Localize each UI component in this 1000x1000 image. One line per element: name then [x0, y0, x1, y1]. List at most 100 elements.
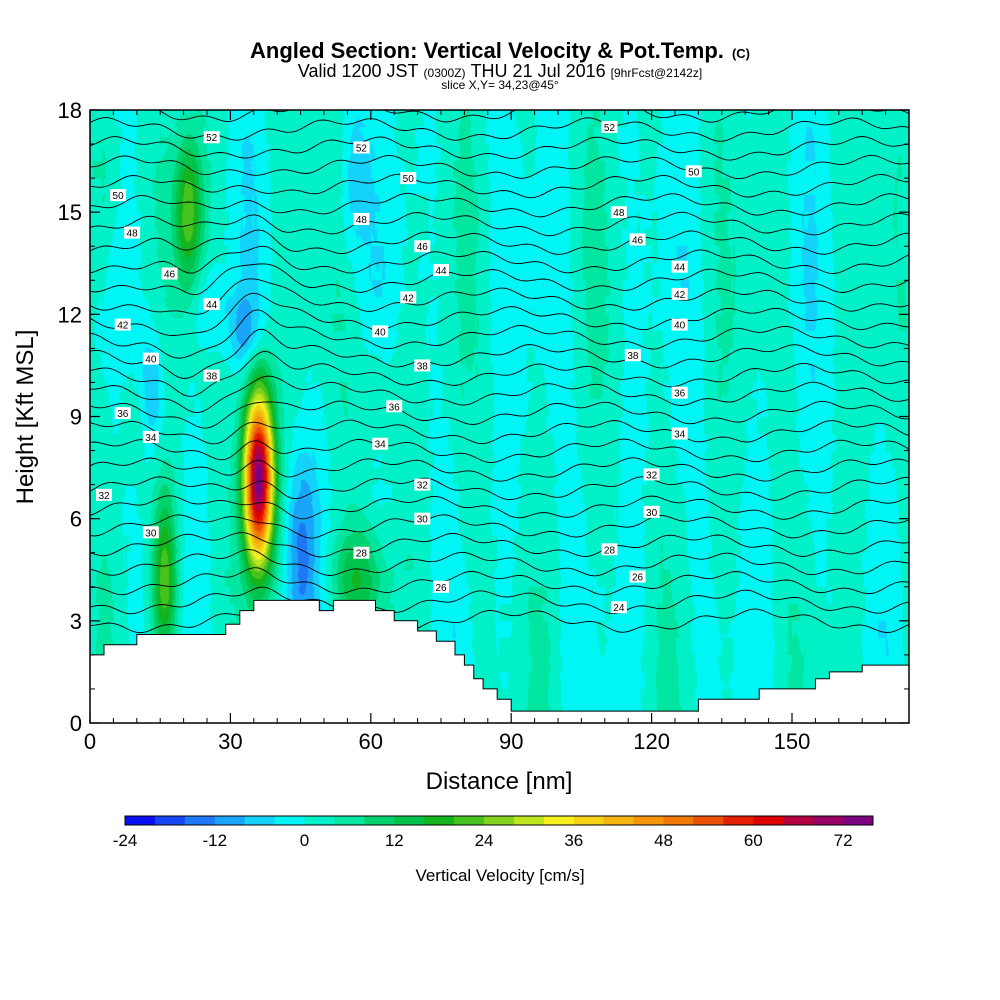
- colorbar-swatch: [424, 816, 455, 825]
- isentrope-label-box: [601, 543, 618, 556]
- isentrope-label-box: [400, 172, 417, 185]
- isentrope-line: [90, 173, 909, 199]
- isentrope-labels: 52 52 52 50 50 50 48 48 48 46 46 46 44 44 44 42 42 42 40 40…: [96, 121, 702, 614]
- isentrope-label: 44: [433, 264, 449, 277]
- isentrope-label: 52: [203, 131, 220, 144]
- isentrope-line: [90, 438, 909, 464]
- colorbar-swatch: [513, 816, 545, 825]
- isentrope-label-box: [629, 233, 646, 246]
- colorbar-swatch: [154, 816, 186, 825]
- colorbar-tick-label: 24: [475, 831, 494, 850]
- colorbar-tick-label: -24: [113, 831, 138, 850]
- isentrope-label: 40: [142, 352, 159, 366]
- isentrope-line: [90, 514, 909, 539]
- isentrope-label-box: [203, 298, 220, 311]
- isentrope-label: 52: [353, 141, 370, 154]
- isentrope-label-box: [400, 291, 417, 304]
- isentrope-label-box: [110, 189, 127, 202]
- isentrope-label-box: [601, 121, 618, 134]
- isentrope-label-text: 48: [613, 208, 625, 219]
- y-tick-label: 9: [70, 405, 82, 430]
- colorbar-swatch: [813, 816, 844, 825]
- isentrope-label-text: 36: [674, 389, 686, 400]
- isentrope-label-text: 46: [417, 242, 429, 253]
- colorbar-tick-label: 60: [744, 831, 763, 850]
- isentrope-label-text: 46: [632, 235, 644, 246]
- isentrope-label-text: 36: [117, 409, 129, 420]
- isentrope-label: 28: [601, 543, 618, 556]
- colorbar-swatch: [543, 816, 575, 825]
- colorbar-swatch: [274, 816, 305, 825]
- isentrope-label: 24: [610, 601, 627, 614]
- colorbar-swatch: [753, 816, 784, 825]
- isentrope-label-text: 26: [632, 573, 644, 584]
- isentrope-line: [90, 192, 909, 218]
- colorbar-frame: [124, 815, 874, 826]
- isentrope-label-text: 42: [403, 293, 415, 304]
- isentrope-label: 38: [624, 349, 641, 362]
- x-axis: 0 30 60 90 120 150: [84, 110, 887, 754]
- isentrope-label-text: 52: [206, 133, 218, 144]
- isentrope-label-box: [671, 386, 688, 399]
- isentrope-label: 46: [414, 240, 431, 253]
- colorbar-tick-label: 12: [385, 831, 404, 850]
- x-tick-label: 150: [774, 729, 811, 754]
- colorbar-swatch: [663, 816, 694, 825]
- isentrope-label-box: [386, 400, 403, 413]
- colorbar-swatch: [603, 816, 635, 825]
- isentrope-label: 50: [400, 172, 417, 185]
- isentrope-line: [157, 110, 909, 123]
- y-tick-label: 3: [70, 609, 82, 634]
- colorbar-swatch: [454, 816, 485, 825]
- colorbar-tick-label: 36: [564, 831, 583, 850]
- isentrope-label-text: 34: [674, 430, 686, 441]
- isentrope-label-text: 42: [674, 290, 686, 301]
- colorbar-tick-label: 72: [834, 831, 853, 850]
- isentrope-label-box: [114, 318, 131, 331]
- isentrope-line: [90, 117, 909, 142]
- x-tick-label: 30: [218, 729, 242, 754]
- isentrope-label-text: 52: [356, 143, 368, 154]
- isentrope-label: 52: [601, 121, 618, 134]
- isentrope-line: [90, 292, 909, 336]
- isentrope-label: 28: [353, 546, 370, 560]
- y-tick-label: 6: [70, 507, 82, 532]
- isentrope-label: 48: [353, 212, 370, 226]
- isentrope-label-box: [142, 430, 159, 443]
- isentrope-label-text: 26: [435, 583, 447, 594]
- isentrope-label: 42: [114, 318, 131, 332]
- isentrope-label: 46: [161, 267, 178, 280]
- isentrope-label: 30: [142, 526, 159, 539]
- chart-subtitle: Valid 1200 JST (0300Z) THU 21 Jul 2016 [9hr…: [298, 61, 702, 81]
- isentrope-label-box: [433, 580, 449, 593]
- isentrope-label-text: 36: [389, 402, 401, 413]
- isentrope-line: [90, 548, 909, 577]
- isentrope-label-text: 34: [375, 440, 387, 451]
- isentrope-label-text: 40: [674, 321, 686, 332]
- colorbar-swatch: [484, 816, 515, 825]
- isentrope-label: 32: [414, 478, 431, 492]
- isentrope-line: [90, 229, 909, 255]
- colorbar-swatch: [394, 816, 425, 825]
- isentrope-label-box: [353, 212, 370, 225]
- colorbar-swatch: [244, 816, 275, 825]
- isentrope-label: 32: [96, 488, 113, 502]
- colorbar-swatch: [184, 816, 216, 825]
- isentrope-label-box: [114, 407, 131, 420]
- isentrope-label-text: 44: [674, 263, 686, 274]
- y-axis-label: Height [Kft MSL]: [12, 330, 39, 505]
- colorbar-swatch: [783, 816, 814, 825]
- isentrope-label-box: [142, 526, 159, 539]
- colorbar-swatch: [125, 816, 156, 825]
- velocity-field: [90, 110, 909, 723]
- isentrope-line: [90, 567, 909, 596]
- isentrope-label-box: [142, 352, 159, 365]
- isentrope-label-box: [124, 226, 141, 239]
- terrain-mask: [89, 599, 910, 724]
- isentrope-label: 30: [414, 512, 431, 526]
- isentrope-label: 36: [114, 407, 131, 420]
- isentrope-label-text: 34: [145, 433, 157, 444]
- isentrope-label-box: [629, 570, 646, 583]
- isentrope-label-box: [643, 468, 660, 481]
